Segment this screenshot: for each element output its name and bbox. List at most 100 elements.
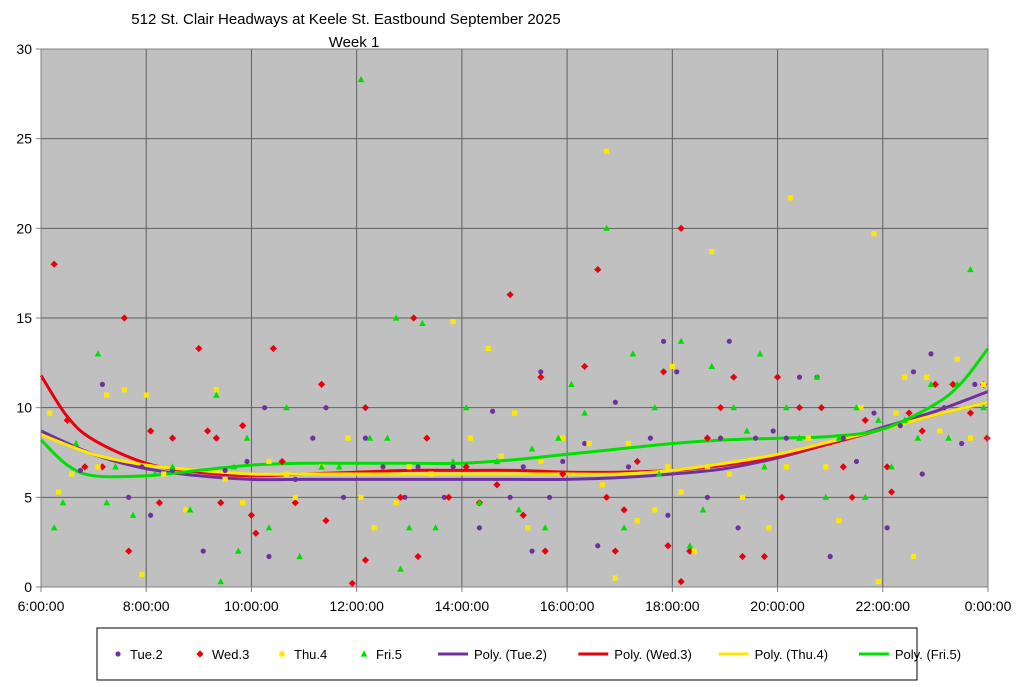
data-point-wed3 <box>361 556 370 564</box>
data-point-wed3 <box>361 404 370 412</box>
data-point-fri5 <box>620 524 628 531</box>
data-point-wed3 <box>839 463 847 471</box>
data-point-tue2 <box>674 369 680 375</box>
data-point-tue2 <box>441 494 447 500</box>
data-point-wed3 <box>445 493 453 501</box>
data-point-tue2 <box>244 458 250 465</box>
data-point-wed3 <box>773 373 782 381</box>
data-point-tue2 <box>871 410 877 416</box>
data-point-fri5 <box>50 524 58 531</box>
data-point-fri5 <box>103 499 111 506</box>
data-point-thu4 <box>292 494 298 500</box>
data-point-fri5 <box>901 416 908 423</box>
data-point-wed3 <box>594 265 602 274</box>
data-point-fri5 <box>59 499 67 506</box>
data-point-wed3 <box>269 344 277 353</box>
legend-label: Poly. (Thu.4) <box>755 647 828 662</box>
data-point-fri5 <box>541 524 549 531</box>
data-point-fri5 <box>357 75 365 83</box>
data-point-fri5 <box>822 493 830 500</box>
data-point-tue2 <box>529 548 535 554</box>
data-point-tue2 <box>139 464 145 470</box>
data-point-fri5 <box>756 350 764 357</box>
data-point-thu4 <box>954 356 960 362</box>
data-point-thu4 <box>875 579 881 585</box>
chart-subtitle: Week 1 <box>329 34 380 51</box>
data-point-fri5 <box>875 416 882 423</box>
data-point-fri5 <box>419 319 426 326</box>
data-point-tue2 <box>726 338 732 344</box>
data-point-fri5 <box>813 373 821 380</box>
data-point-wed3 <box>537 373 545 381</box>
data-point-thu4 <box>371 525 377 531</box>
data-point-fri5 <box>796 434 803 441</box>
data-point-tue2 <box>292 476 298 482</box>
data-point-wed3 <box>817 404 825 412</box>
data-point-fri5 <box>954 380 961 387</box>
data-point-fri5 <box>296 552 303 560</box>
x-tick-label: 14:00:00 <box>435 598 490 614</box>
legend-label: Poly. (Fri.5) <box>895 647 961 662</box>
data-point-tue2 <box>884 525 890 531</box>
data-point-wed3 <box>760 552 769 561</box>
plot-border <box>40 48 989 588</box>
data-point-fri5 <box>392 314 400 321</box>
data-point-thu4 <box>586 440 592 447</box>
data-point-thu4 <box>823 464 829 470</box>
data-point-tue2 <box>753 435 759 441</box>
x-tick-label: 18:00:00 <box>645 598 700 614</box>
data-point-thu4 <box>709 249 715 255</box>
data-point-tue2 <box>323 405 329 411</box>
data-point-fri5 <box>318 463 325 470</box>
data-point-fri5 <box>397 565 404 572</box>
data-point-fri5 <box>432 524 439 531</box>
data-point-tue2 <box>148 512 154 518</box>
data-point-thu4 <box>858 405 864 411</box>
data-point-tue2 <box>959 440 965 447</box>
data-point-wed3 <box>348 579 356 588</box>
data-point-thu4 <box>652 507 658 513</box>
data-point-thu4 <box>612 575 618 581</box>
data-point-thu4 <box>893 410 899 416</box>
data-point-fri5 <box>853 404 860 411</box>
data-point-wed3 <box>905 409 913 417</box>
data-point-wed3 <box>204 427 212 435</box>
data-point-tue2 <box>783 435 789 441</box>
legend-marker <box>279 651 285 657</box>
data-point-thu4 <box>450 318 456 325</box>
data-point-wed3 <box>414 552 422 561</box>
data-point-fri5 <box>213 391 220 398</box>
data-point-fri5 <box>515 506 523 513</box>
data-point-fri5 <box>927 380 935 387</box>
data-point-wed3 <box>410 314 418 322</box>
data-point-thu4 <box>240 500 246 506</box>
data-point-fri5 <box>234 547 242 554</box>
data-point-wed3 <box>778 493 786 501</box>
legend: Tue.2 Wed.3 Thu.4 Fri.5 Poly. (Tue.2) Poly. (… <box>96 627 961 681</box>
data-point-wed3 <box>730 373 738 381</box>
data-point-wed3 <box>738 552 747 561</box>
data-point-fri5 <box>384 434 391 441</box>
x-tick-label: 16:00:00 <box>540 598 595 614</box>
x-tick-label: 20:00:00 <box>750 598 805 614</box>
data-point-tue2 <box>612 399 618 405</box>
data-point-tue2 <box>450 464 456 470</box>
data-point-tue2 <box>625 464 632 470</box>
data-point-wed3 <box>120 314 128 322</box>
data-point-wed3 <box>686 547 694 555</box>
data-point-fri5 <box>243 434 251 441</box>
data-point-fri5 <box>967 265 974 273</box>
data-point-thu4 <box>69 471 75 477</box>
data-point-wed3 <box>931 380 939 388</box>
data-point-thu4 <box>393 500 399 506</box>
data-point-thu4 <box>183 507 189 513</box>
data-point-fri5 <box>476 499 483 506</box>
data-point-tue2 <box>910 369 917 375</box>
data-point-wed3 <box>983 434 991 442</box>
data-point-wed3 <box>423 434 431 442</box>
data-point-tue2 <box>827 553 833 560</box>
data-point-fri5 <box>686 542 694 549</box>
data-point-fri5 <box>651 404 659 411</box>
data-point-tue2 <box>200 548 206 554</box>
data-point-tue2 <box>415 464 421 470</box>
